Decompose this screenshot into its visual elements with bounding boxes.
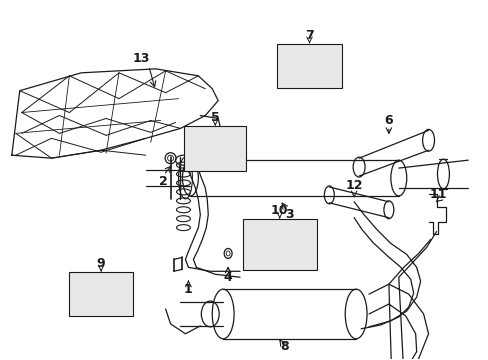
Text: 11: 11 (429, 188, 447, 201)
Bar (277, 44, 341, 88)
Text: 10: 10 (270, 204, 288, 217)
Text: 9: 9 (97, 257, 105, 270)
Text: 1: 1 (183, 283, 192, 296)
Text: 13: 13 (132, 53, 149, 66)
Text: 6: 6 (384, 114, 392, 127)
Text: 7: 7 (305, 29, 313, 42)
Bar (184, 126, 245, 171)
Text: 4: 4 (224, 271, 232, 284)
Text: 5: 5 (210, 112, 219, 125)
Text: 3: 3 (285, 208, 293, 221)
Bar (69, 272, 133, 316)
Text: 8: 8 (280, 340, 288, 353)
Text: 12: 12 (345, 179, 362, 193)
Text: 2: 2 (159, 175, 168, 189)
Bar (242, 219, 316, 270)
